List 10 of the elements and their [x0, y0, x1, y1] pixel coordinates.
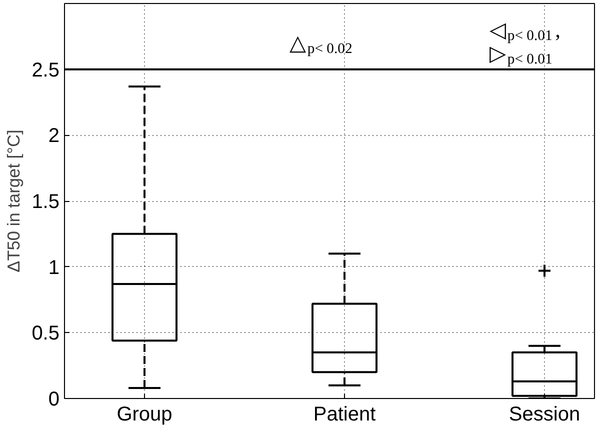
x-tick-label: Session	[508, 404, 580, 426]
y-tick-label: 0	[48, 388, 60, 410]
y-tick-label: 1	[48, 256, 60, 279]
x-tick-label: Patient	[313, 404, 376, 426]
y-tick-label: 2	[48, 125, 60, 148]
y-tick-label: 0.5	[32, 322, 60, 345]
x-tick-label: Group	[116, 404, 172, 426]
y-tick-label: 1.5	[32, 191, 60, 213]
y-tick-label: 2.5	[32, 59, 60, 82]
y-axis-title: ΔT50 in target [°C]	[4, 130, 24, 272]
